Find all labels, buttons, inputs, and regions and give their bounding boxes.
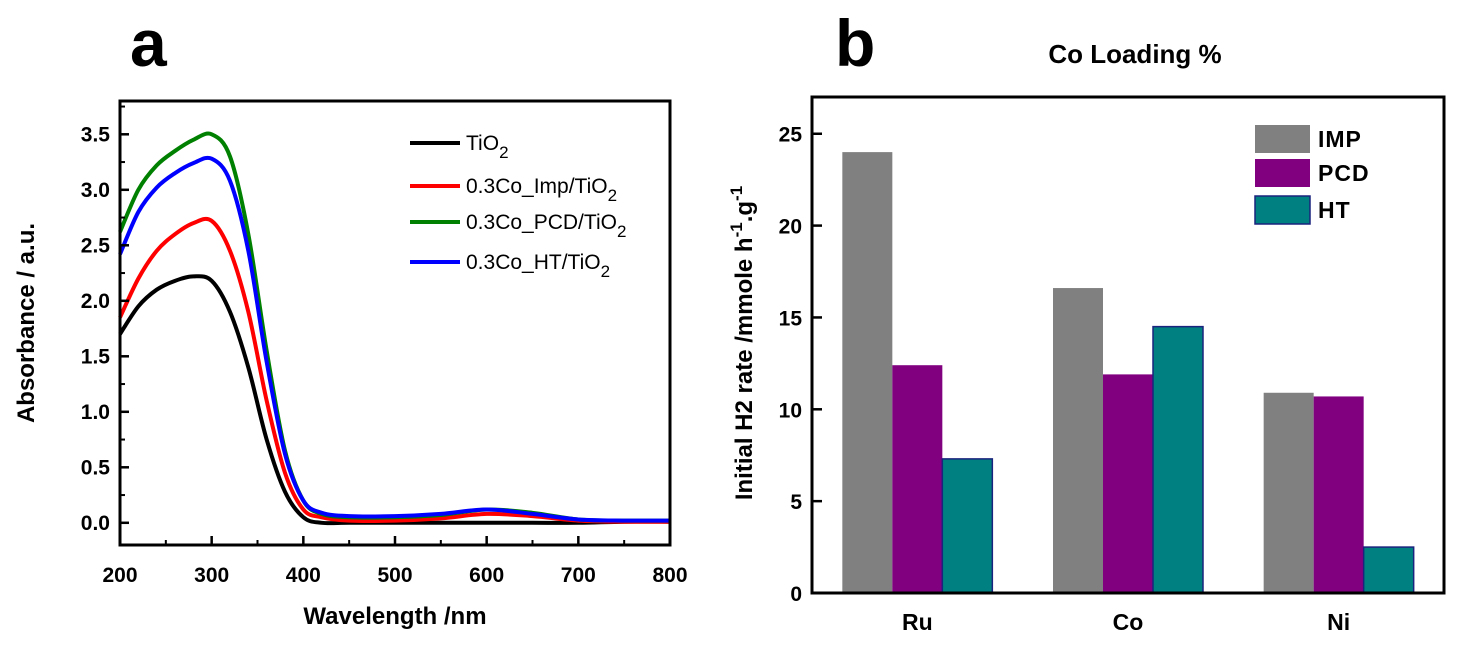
x-tick-label: 300	[194, 564, 229, 587]
chart-b-legend: IMP PCD HT	[1254, 125, 1370, 225]
x-tick-label: 200	[102, 564, 137, 587]
panel-label-b: b	[835, 6, 875, 80]
legend-swatch-imp	[1255, 125, 1310, 153]
category-label-ni: Ni	[1327, 609, 1350, 635]
y-tick-label: 2.0	[81, 290, 110, 313]
y-tick-label: 20	[779, 216, 802, 239]
legend-swatch-ht	[1254, 195, 1311, 225]
absorbance-series-lines	[118, 131, 671, 526]
x-tick-label: 400	[286, 564, 321, 587]
chart-a-legend: TiO2 0.3Co_Imp/TiO2 0.3Co_PCD/TiO2 0.3Co_HT…	[410, 132, 626, 281]
bar-imp-co	[1053, 288, 1103, 593]
legend-label-2: 0.3Co_Imp/TiO2	[466, 175, 617, 205]
legend-swatch-pcd	[1255, 159, 1310, 187]
series-line-2	[118, 216, 671, 524]
chart-a-frame	[118, 99, 672, 547]
bar-imp-ni	[1263, 392, 1314, 593]
chart-b-y-axis-title: Initial H2 rate /mmole h-1.g-1	[727, 186, 758, 500]
y-tick-label: 25	[779, 124, 803, 147]
bar-pcd-ru	[892, 365, 943, 593]
h2-rate-bars	[842, 152, 1415, 594]
bar-ht-ni	[1362, 546, 1415, 594]
y-tick-label: 2.5	[81, 234, 111, 257]
series-line-4	[118, 155, 671, 523]
panel-label-a: a	[130, 6, 168, 80]
legend-label-3: 0.3Co_PCD/TiO2	[466, 211, 626, 241]
chart-b-frame	[810, 95, 1446, 595]
category-label-co: Co	[1113, 609, 1144, 635]
bar-pcd-co	[1103, 374, 1153, 593]
x-tick-label: 600	[469, 564, 504, 587]
category-label-ru: Ru	[902, 609, 933, 635]
chart-b-title: Co Loading %	[1048, 39, 1221, 69]
y-tick-label: 3.0	[81, 179, 110, 202]
y-tick-label: 0	[790, 583, 802, 606]
bar-pcd-ni	[1313, 396, 1364, 593]
chart-a-y-axis-title: Absorbance / a.u.	[13, 223, 40, 423]
y-tick-label: 1.5	[81, 345, 111, 368]
h2-rate-bar-chart: Co Loading % 0 5 10 15 20 25 Ru Co Ni Initial H…	[727, 39, 1446, 635]
bar-ht-co	[1152, 325, 1204, 594]
legend-label-imp: IMP	[1318, 126, 1362, 152]
chart-b-y-axis: 0 5 10 15 20 25	[779, 124, 822, 606]
y-tick-label: 15	[779, 307, 803, 330]
legend-label-ht: HT	[1318, 197, 1351, 223]
x-tick-label: 800	[652, 564, 687, 587]
x-tick-label: 500	[377, 564, 412, 587]
x-tick-label: 700	[561, 564, 596, 587]
chart-a-y-axis: 0.0 0.5 1.0 1.5 2.0 2.5 3.0 3.5	[81, 105, 129, 535]
bar-imp-ru	[842, 152, 893, 593]
series-line-1	[118, 274, 671, 526]
y-tick-label: 0.5	[81, 456, 111, 479]
chart-a-x-axis-title: Wavelength /nm	[303, 603, 486, 630]
y-tick-label: 10	[779, 399, 802, 422]
legend-label-pcd: PCD	[1318, 160, 1370, 186]
y-tick-label: 1.0	[81, 401, 110, 424]
legend-label-1: TiO2	[466, 132, 509, 162]
bar-ht-ru	[941, 458, 994, 594]
chart-a-x-axis: 200 300 400 500 600 700 800	[102, 536, 688, 587]
chart-b-x-axis: Ru Co Ni	[902, 609, 1350, 635]
y-tick-label: 0.0	[81, 512, 110, 535]
y-tick-label: 3.5	[81, 123, 111, 146]
y-tick-label: 5	[790, 491, 802, 514]
absorbance-line-chart: 200 300 400 500 600 700 800 0.0 0.5 1.0 1.5 2.0 2.5…	[13, 99, 688, 630]
legend-label-4: 0.3Co_HT/TiO2	[466, 251, 610, 281]
